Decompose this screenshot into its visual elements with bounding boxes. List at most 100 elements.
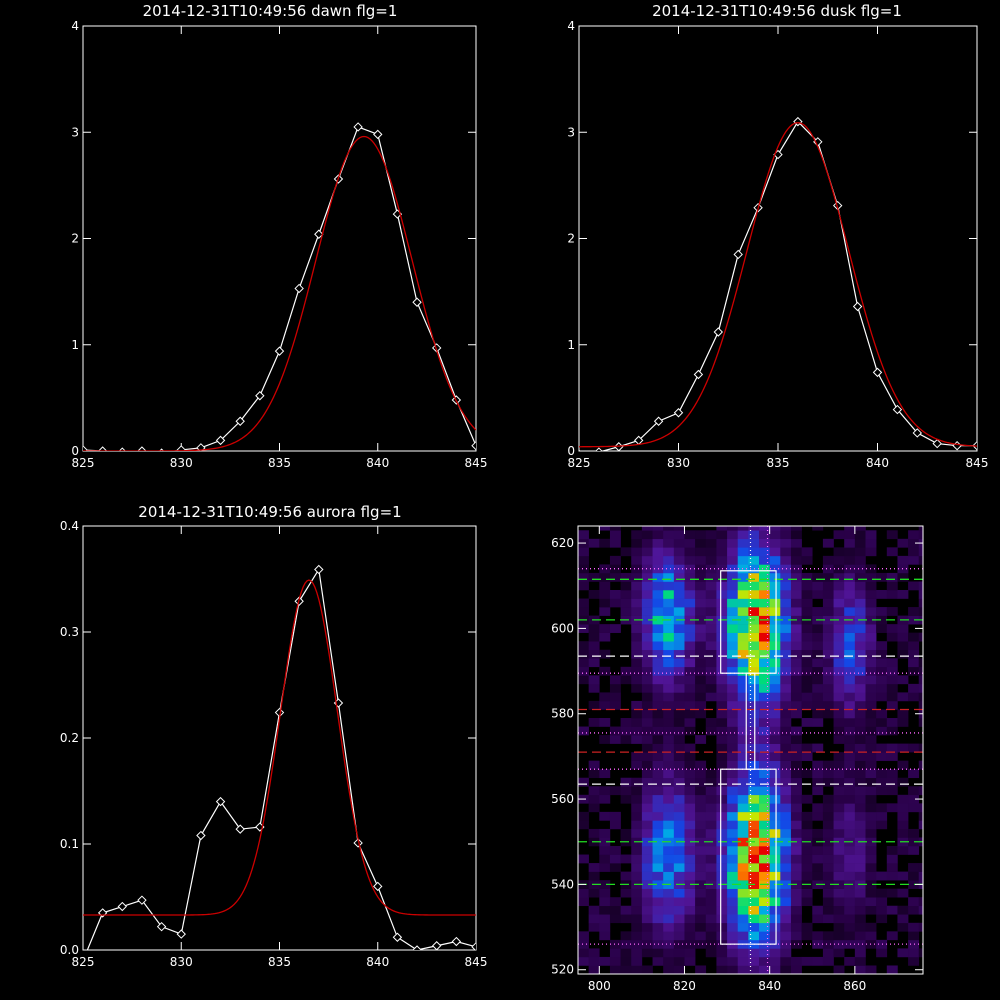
heatmap-cell <box>918 526 923 531</box>
heatmap-cell <box>833 590 845 599</box>
heatmap-cell <box>865 752 877 761</box>
heatmap-cell <box>748 828 760 838</box>
heatmap-cell <box>705 897 717 907</box>
heatmap-cell <box>609 854 621 864</box>
heatmap-cell <box>780 837 792 847</box>
heatmap-cell <box>684 615 696 625</box>
heatmap-cell <box>854 590 866 599</box>
heatmap-cell <box>790 811 802 821</box>
heatmap-cell <box>822 828 834 838</box>
heatmap-cell <box>876 692 888 702</box>
y-tick-label: 2 <box>71 232 79 246</box>
heatmap-cell <box>663 572 675 582</box>
heatmap-cell <box>737 607 749 616</box>
heatmap-cell <box>801 743 813 753</box>
heatmap-cell <box>918 581 923 591</box>
heatmap-cell <box>652 880 664 889</box>
heatmap-cell <box>769 752 781 761</box>
heatmap-cell <box>801 794 813 804</box>
heatmap-cell <box>705 692 717 702</box>
heatmap-cell <box>737 948 749 958</box>
heatmap-cell <box>759 675 770 685</box>
heatmap-cell <box>652 624 664 633</box>
heatmap-cell <box>833 649 845 659</box>
heatmap-cell <box>844 777 856 787</box>
heatmap-cell <box>833 530 845 540</box>
heatmap-cell <box>886 692 898 702</box>
heatmap-cell <box>918 598 923 608</box>
heatmap-cell <box>631 956 643 966</box>
heatmap-cell <box>737 615 749 625</box>
heatmap-cell <box>759 965 770 974</box>
heatmap-cell <box>790 871 802 881</box>
heatmap-cell <box>620 828 632 838</box>
heatmap-cell <box>737 888 749 898</box>
heatmap-cell <box>609 692 621 702</box>
heatmap-cell <box>897 811 909 821</box>
heatmap-cell <box>641 526 653 531</box>
heatmap-cell <box>876 675 888 685</box>
heatmap-cell <box>652 863 664 872</box>
heatmap-cell <box>737 743 749 753</box>
heatmap-cell <box>897 590 909 599</box>
heatmap-cell <box>641 624 653 633</box>
heatmap-cell <box>833 675 845 685</box>
heatmap-cell <box>780 820 792 830</box>
heatmap-cell <box>769 956 781 966</box>
heatmap-cell <box>748 572 760 582</box>
heatmap-cell <box>631 854 643 864</box>
heatmap-cell <box>673 914 685 924</box>
heatmap-cell <box>663 811 675 821</box>
heatmap-cell <box>652 914 664 924</box>
heatmap-cell <box>759 786 770 796</box>
heatmap-cell <box>908 683 920 693</box>
heatmap-cell <box>578 854 589 864</box>
heatmap-cell <box>599 956 611 966</box>
heatmap-cell <box>599 700 611 710</box>
heatmap-cell <box>748 718 760 727</box>
heatmap-cell <box>695 897 707 907</box>
heatmap-cell <box>631 607 643 616</box>
heatmap-cell <box>609 948 621 958</box>
heatmap-cell <box>780 888 792 898</box>
x-tick-label: 830 <box>170 955 193 969</box>
y-tick-label: 0.2 <box>60 731 79 745</box>
heatmap-cell <box>727 931 739 941</box>
x-tick-label: 830 <box>170 456 193 470</box>
heatmap-cell <box>641 863 653 872</box>
heatmap-cell <box>663 922 675 932</box>
heatmap-cell <box>790 666 802 676</box>
heatmap-cell <box>695 803 707 813</box>
heatmap-cell <box>727 794 739 804</box>
heatmap-cell <box>918 675 923 685</box>
heatmap-cell <box>812 641 824 651</box>
heatmap-cell <box>652 683 664 693</box>
heatmap-cell <box>705 828 717 838</box>
heatmap-cell <box>897 828 909 838</box>
heatmap-cell <box>684 564 696 574</box>
heatmap-cell <box>727 846 739 855</box>
heatmap-cell <box>769 888 781 898</box>
heatmap-cell <box>748 581 760 591</box>
heatmap-cell <box>918 863 923 872</box>
heatmap-cell <box>748 564 760 574</box>
heatmap-cell <box>737 726 749 736</box>
heatmap-cell <box>854 914 866 924</box>
heatmap-cell <box>780 948 792 958</box>
y-tick-label: 0.1 <box>60 837 79 851</box>
heatmap-cell <box>684 649 696 659</box>
heatmap-cell <box>886 632 898 642</box>
heatmap-cell <box>652 726 664 736</box>
heatmap-cell <box>897 718 909 727</box>
heatmap-cell <box>822 581 834 591</box>
panel-title-dusk: 2014-12-31T10:49:56 dusk flg=1 <box>652 2 902 20</box>
heatmap-cell <box>663 803 675 813</box>
heatmap-cell <box>695 581 707 591</box>
heatmap-cell <box>620 726 632 736</box>
heatmap-cell <box>673 948 685 958</box>
heatmap-cell <box>812 931 824 941</box>
data-point <box>392 932 403 942</box>
heatmap-cell <box>759 641 770 651</box>
heatmap-cell <box>854 803 866 813</box>
heatmap-cell <box>578 547 589 557</box>
